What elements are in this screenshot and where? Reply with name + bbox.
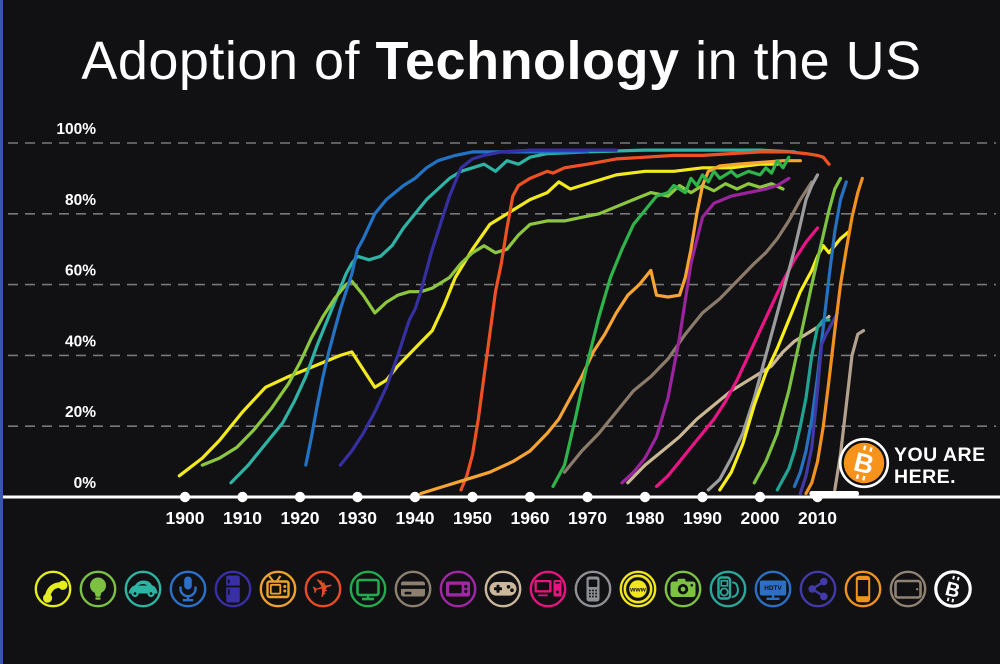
x-axis-label-1990: 1990 — [683, 508, 722, 528]
chart-series — [177, 148, 866, 496]
you-are-here-callout: B YOU ARE HERE. — [838, 437, 986, 489]
bitcoin-icon: B — [931, 567, 975, 611]
you-are-here-line1: YOU ARE — [894, 444, 986, 466]
x-axis-dot-1990 — [697, 491, 708, 503]
svg-text:✈: ✈ — [309, 572, 338, 607]
series-air-travel-line — [419, 159, 802, 496]
tablet-icon — [886, 567, 930, 611]
y-axis-label-100: 100% — [56, 121, 96, 138]
x-axis-dot-1930 — [352, 491, 363, 503]
bitcoin-coin — [843, 442, 885, 484]
x-axis-dot-2010 — [812, 491, 823, 503]
x-axis-label-2010: 2010 — [798, 508, 837, 528]
x-axis-dot-2000 — [754, 491, 766, 503]
series-automobile-line — [200, 182, 785, 467]
series-refrigerator-line — [338, 148, 618, 467]
svg-text:www: www — [629, 587, 647, 594]
x-axis-label-1910: 1910 — [223, 508, 262, 528]
internet-icon: www — [616, 567, 660, 611]
x-axis-dot-1980 — [639, 491, 651, 503]
gridlines: 100% 80% 60% 40% 20% 0% — [8, 121, 996, 492]
x-axis-label-1980: 1980 — [626, 508, 665, 528]
cellphone-icon — [571, 567, 615, 611]
axes: 1900 1910 1920 1930 1940 1950 1960 1970 1980 1990… — [3, 491, 1000, 528]
x-axis-dot-1970 — [582, 491, 593, 503]
svg-text:HDTV: HDTV — [764, 585, 782, 592]
series-radio-line — [304, 150, 590, 467]
refrigerator-icon — [211, 567, 255, 611]
series-television-line — [459, 150, 831, 492]
title-suffix: in the US — [679, 31, 922, 91]
x-axis-label-1930: 1930 — [338, 508, 377, 528]
x-axis-dot-1950 — [467, 491, 478, 503]
video-games-icon — [481, 567, 525, 611]
page-title: Adoption of Technology in the US — [3, 30, 1000, 92]
x-axis-label-2000: 2000 — [741, 508, 780, 528]
x-axis-dot-1900 — [179, 491, 191, 503]
series-credit-card-line — [562, 180, 814, 474]
title-emphasis: Technology — [375, 31, 680, 91]
hdtv-icon: HDTV — [751, 567, 795, 611]
series-microwave-line — [620, 176, 791, 485]
x-axis-label-1960: 1960 — [511, 508, 550, 528]
x-axis-label-1970: 1970 — [568, 508, 607, 528]
automobile-icon — [121, 567, 165, 611]
title-prefix: Adoption of — [81, 31, 376, 91]
x-axis-label-1940: 1940 — [396, 508, 435, 528]
computer-icon — [526, 567, 570, 611]
series-mp3-player-line — [775, 318, 831, 492]
svg-text:B: B — [943, 578, 962, 603]
series-electricity-line — [229, 148, 797, 485]
electricity-icon — [76, 567, 120, 611]
series-digital-camera-line — [752, 176, 843, 485]
digital-camera-icon — [661, 567, 705, 611]
smartphone-icon — [841, 567, 885, 611]
x-axis-label-1920: 1920 — [281, 508, 320, 528]
y-axis-label-60: 60% — [65, 263, 96, 280]
you-are-here-line2: HERE. — [894, 466, 956, 488]
air-travel-icon: ✈ — [301, 567, 345, 611]
credit-card-icon — [391, 567, 435, 611]
series-cellphone-line — [706, 173, 820, 492]
color-tv-icon — [346, 567, 390, 611]
mp3-player-icon — [706, 567, 750, 611]
x-axis-label-1900: 1900 — [166, 508, 205, 528]
adoption-line-chart: 100%80%60%40%20%0% 1900 1910 1920 1930 1940 1… — [3, 121, 1000, 528]
x-axis-dot-1920 — [294, 491, 306, 503]
series-smartphone-line — [804, 176, 864, 496]
x-axis-label-1950: 1950 — [453, 508, 492, 528]
series-social-media-line — [798, 311, 840, 496]
y-axis-label-0: 0% — [74, 475, 97, 492]
bitcoin-coin-ring — [838, 437, 890, 489]
series-color-tv-line — [551, 155, 791, 488]
y-axis-label-40: 40% — [65, 333, 96, 350]
x-axis-dot-1910 — [237, 491, 248, 503]
radio-icon — [166, 567, 210, 611]
x-axis-dot-1960 — [524, 491, 536, 503]
social-media-icon — [796, 567, 840, 611]
y-axis-label-20: 20% — [65, 404, 96, 421]
y-axis-label-80: 80% — [65, 192, 96, 209]
telephone-icon — [31, 567, 75, 611]
television-icon — [256, 567, 300, 611]
x-axis-dot-1940 — [409, 491, 421, 503]
microwave-icon — [436, 567, 480, 611]
